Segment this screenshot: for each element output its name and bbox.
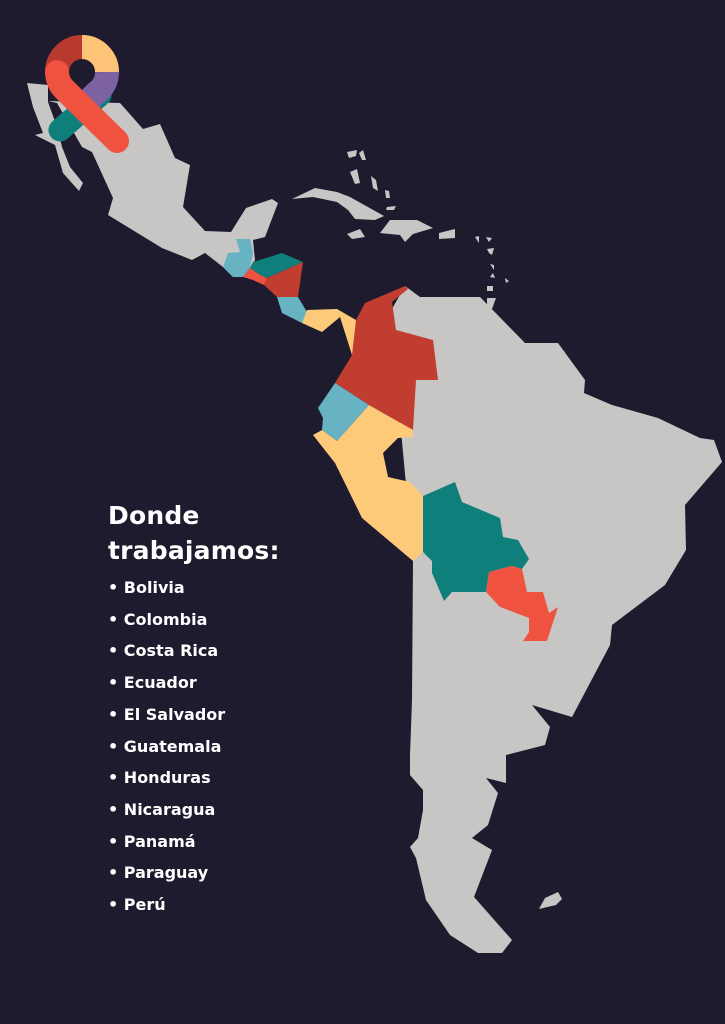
turks-island [386,206,396,210]
hispaniola [380,220,433,242]
antilles-island [490,264,494,270]
country-guatemala [223,239,253,277]
bahamas-island [347,150,357,158]
title-line-2: trabajamos: [108,536,280,565]
country-list: Bolivia Colombia Costa Rica Ecuador El S… [108,572,280,921]
country-colombia [335,286,438,430]
country-bolivia [423,482,529,601]
list-item: Colombia [108,604,280,636]
country-nicaragua [264,262,303,297]
list-item: Honduras [108,762,280,794]
list-item: Bolivia [108,572,280,604]
bahamas-island [371,176,378,191]
list-item: Ecuador [108,667,280,699]
list-item: Nicaragua [108,794,280,826]
antilles-island [487,286,493,291]
antilles-island [486,237,492,242]
falkland-islands [539,892,562,909]
country-ecuador [318,383,369,441]
country-costa-rica [277,297,307,323]
country-el-salvador [243,268,267,285]
legend: Donde trabajamos: Bolivia Colombia Costa… [108,498,280,921]
legend-title: Donde trabajamos: [108,498,280,568]
antilles-island [475,236,479,243]
antilles-island [505,278,509,283]
bahamas-island [385,190,390,198]
bahamas-island [359,150,366,160]
country-peru [313,405,423,561]
country-paraguay [486,566,558,641]
list-item: Paraguay [108,857,280,889]
list-item: Perú [108,889,280,921]
antilles-island [490,273,495,278]
country-honduras [250,253,303,278]
list-item: El Salvador [108,699,280,731]
trinidad [487,298,496,309]
awareness-ribbon-icon [45,35,129,153]
title-line-1: Donde [108,501,200,530]
list-item: Guatemala [108,731,280,763]
jamaica [347,229,365,239]
country-panama [302,309,357,355]
list-item: Panamá [108,826,280,858]
puerto-rico [439,229,455,239]
bahamas-island [350,169,360,184]
cuba [292,188,384,220]
antilles-island [487,248,494,255]
list-item: Costa Rica [108,635,280,667]
